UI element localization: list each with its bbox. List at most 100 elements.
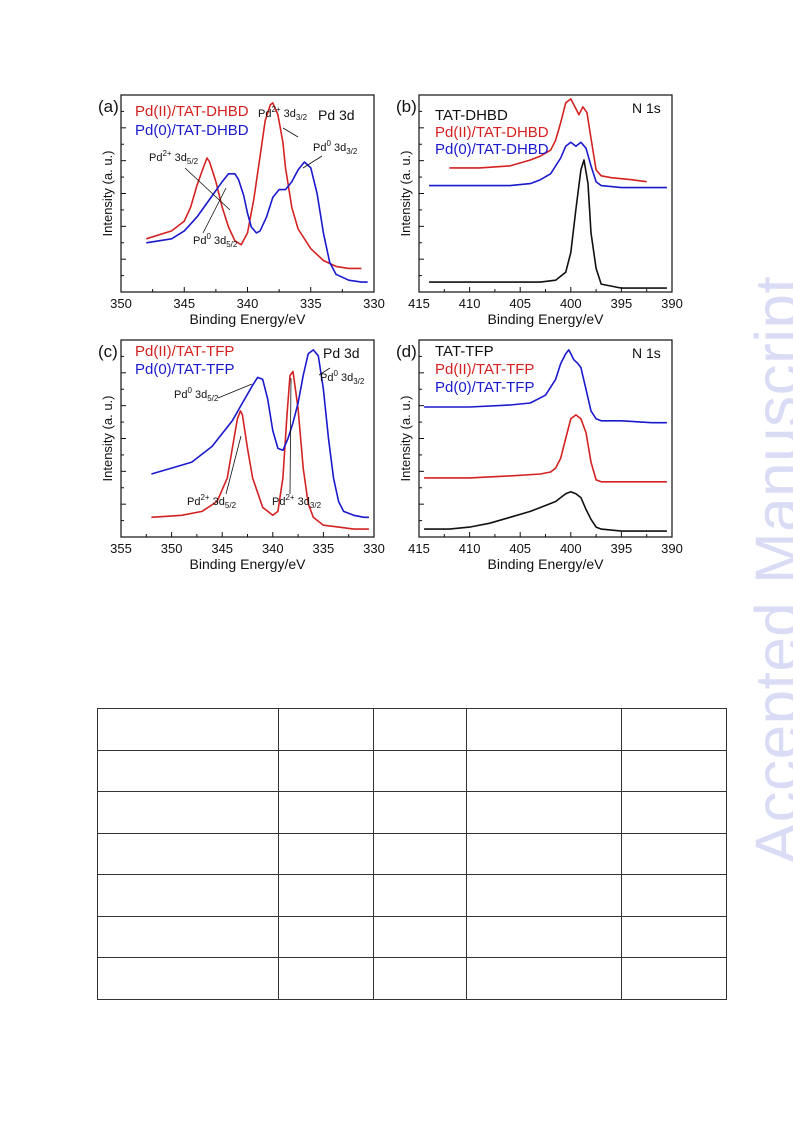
panel-d: 415 410 405 400 395 390 Binding Energy/eV Inten…: [396, 339, 683, 572]
x-tick-label: 350: [110, 296, 132, 311]
peak-annotation: Pd0 3d3/2: [313, 139, 358, 156]
panel-b: 415 410 405 400 395 390 Binding Energy/eV Inten…: [396, 94, 683, 327]
xps-spectra-figure: 350 345 340 335 330 Binding Energy/eV Intensit…: [98, 94, 683, 572]
peak-annotation: Pd2+ 3d3/2: [272, 493, 322, 510]
x-tick-label: 335: [300, 296, 322, 311]
peak-annotation: Pd2+ 3d3/2: [258, 105, 308, 122]
table-cell: [466, 791, 622, 834]
table-cell: [97, 957, 279, 1000]
series-line-tat-tfp: [424, 490, 667, 532]
table-cell: [278, 915, 374, 958]
annotation-leader-line: [282, 127, 299, 138]
table-cell: [97, 874, 279, 917]
table-cell: [97, 749, 279, 792]
peak-annotation: Pd0 3d5/2: [193, 232, 238, 249]
x-tick-label: 400: [560, 541, 582, 556]
table-cell: [373, 915, 467, 958]
table-cell: [373, 708, 467, 751]
y-axis-title: Intensity (a. u.): [398, 151, 413, 237]
table-cell: [621, 832, 727, 875]
x-axis-title: Binding Energy/eV: [190, 311, 307, 327]
table-cell: [621, 749, 727, 792]
x-tick-label: 345: [211, 541, 233, 556]
series-line-pd-ii-tat-dhbd: [146, 102, 362, 270]
table-cell: [621, 957, 727, 1000]
table-row: [97, 915, 727, 958]
panel-label: (a): [98, 97, 119, 116]
x-axis-title: Binding Energy/eV: [488, 311, 605, 327]
series-line-tat-dhbd: [429, 159, 667, 289]
table-cell: [466, 749, 622, 792]
x-tick-label: 345: [173, 296, 195, 311]
annotation-leader-line: [184, 167, 231, 211]
panel-a: 350 345 340 335 330 Binding Energy/eV Intensit…: [98, 94, 385, 327]
panel-label: (c): [98, 342, 118, 361]
y-axis-title: Intensity (a. u.): [100, 151, 115, 237]
corner-label: Pd 3d: [323, 345, 360, 361]
annotation-leader-line: [302, 155, 323, 169]
legend-entry: TAT-TFP: [435, 343, 494, 360]
data-table: [97, 708, 727, 1000]
x-tick-label: 340: [262, 541, 284, 556]
table-body: [97, 708, 727, 1000]
annotation-leader-line: [289, 377, 292, 495]
x-tick-label: 415: [408, 296, 430, 311]
x-tick-label: 390: [661, 296, 683, 311]
table-cell: [466, 708, 622, 751]
x-tick-label: 390: [661, 541, 683, 556]
peak-annotation: Pd2+ 3d5/2: [187, 493, 237, 510]
series-line-pd-ii-tat-tfp: [151, 370, 369, 530]
y-axis-title: Intensity (a. u.): [100, 396, 115, 482]
peak-annotation: Pd0 3d3/2: [320, 369, 365, 386]
panel-label: (b): [396, 97, 417, 116]
corner-label: Pd 3d: [318, 107, 355, 123]
table-row: [97, 708, 727, 751]
y-axis-title: Intensity (a. u.): [398, 396, 413, 482]
table-cell: [97, 832, 279, 875]
x-tick-label: 410: [459, 296, 481, 311]
x-tick-label: 340: [237, 296, 259, 311]
table-cell: [278, 957, 374, 1000]
x-axis-title: Binding Energy/eV: [488, 556, 605, 572]
corner-label: N 1s: [632, 100, 661, 116]
table-cell: [97, 708, 279, 751]
x-tick-label: 335: [313, 541, 335, 556]
series-line-pd-0-tat-dhbd: [146, 161, 368, 283]
table-cell: [466, 832, 622, 875]
legend-entry: Pd(0)/TAT-TFP: [435, 379, 534, 396]
legend-entry: Pd(II)/TAT-TFP: [135, 343, 234, 360]
table-cell: [466, 874, 622, 917]
table-cell: [466, 957, 622, 1000]
legend-entry: Pd(II)/TAT-DHBD: [435, 124, 549, 141]
table-cell: [97, 791, 279, 834]
table-cell: [621, 791, 727, 834]
peak-annotation: Pd2+ 3d5/2: [149, 149, 199, 166]
table-row: [97, 749, 727, 792]
series-line-pd-0-tat-tfp: [424, 349, 667, 424]
x-tick-label: 405: [509, 541, 531, 556]
table-cell: [373, 874, 467, 917]
table-cell: [621, 708, 727, 751]
table-cell: [621, 874, 727, 917]
table-row: [97, 957, 727, 1000]
legend-entry: Pd(0)/TAT-DHBD: [435, 141, 549, 158]
x-tick-label: 395: [611, 541, 633, 556]
table-row: [97, 832, 727, 875]
x-axis-title: Binding Energy/eV: [190, 556, 307, 572]
table-cell: [278, 749, 374, 792]
table-row: [97, 791, 727, 834]
x-tick-label: 350: [161, 541, 183, 556]
x-tick-label: 330: [363, 541, 385, 556]
legend-entry: Pd(0)/TAT-DHBD: [135, 122, 249, 139]
legend-entry: Pd(0)/TAT-TFP: [135, 361, 234, 378]
corner-label: N 1s: [632, 345, 661, 361]
x-tick-label: 400: [560, 296, 582, 311]
series-line-pd-ii-tat-tfp: [424, 414, 667, 483]
panel-label: (d): [396, 342, 417, 361]
x-tick-label: 355: [110, 541, 132, 556]
x-tick-label: 415: [408, 541, 430, 556]
table-cell: [278, 791, 374, 834]
legend-entry: TAT-DHBD: [435, 107, 508, 124]
annotation-leader-line: [202, 187, 227, 234]
annotation-leader-line: [225, 435, 242, 495]
